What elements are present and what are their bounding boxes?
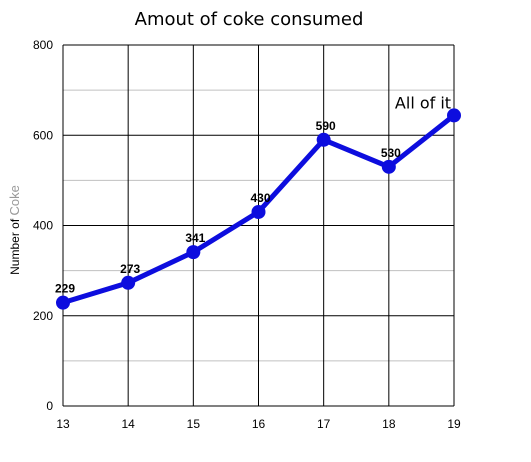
data-label-14: 273 (120, 262, 140, 276)
data-point-15 (186, 245, 201, 260)
x-tick-label-14: 14 (121, 417, 135, 431)
y-axis-label-accent: Coke (7, 185, 22, 215)
data-point-13 (56, 295, 70, 310)
major-gridlines (62, 44, 455, 407)
x-tick-label-17: 17 (317, 417, 331, 431)
series-coke (56, 108, 461, 310)
data-labels: 229 273 341 430 590 530 (55, 119, 401, 296)
x-tick-label-13: 13 (56, 417, 70, 431)
x-tick-label-15: 15 (187, 417, 201, 431)
y-tick-label-600: 600 (33, 128, 53, 142)
data-label-15: 341 (185, 231, 205, 245)
data-point-16 (251, 204, 266, 219)
x-tick-label-19: 19 (447, 417, 461, 431)
y-axis-label-prefix: Number of (8, 216, 22, 275)
y-tick-label-0: 0 (46, 399, 53, 413)
data-point-17 (316, 132, 331, 147)
data-label-13: 229 (55, 282, 75, 296)
data-point-19 (447, 108, 461, 123)
data-label-16: 430 (250, 191, 270, 205)
y-tick-label-200: 200 (33, 309, 53, 323)
y-tick-label-400: 400 (33, 219, 53, 233)
data-point-14 (121, 275, 136, 290)
x-tick-label-16: 16 (252, 417, 266, 431)
annotation-all-of-it: All of it (395, 93, 451, 112)
tick-labels: 0 200 400 600 800 13 14 15 16 17 18 19 (33, 38, 461, 431)
data-label-17: 590 (316, 119, 336, 133)
data-point-18 (381, 159, 396, 174)
x-tick-label-18: 18 (382, 417, 396, 431)
y-tick-label-800: 800 (33, 38, 53, 52)
data-label-18: 530 (381, 146, 401, 160)
y-axis-label: Number of Coke (7, 185, 22, 275)
chart-title: Amout of coke consumed (135, 9, 364, 30)
